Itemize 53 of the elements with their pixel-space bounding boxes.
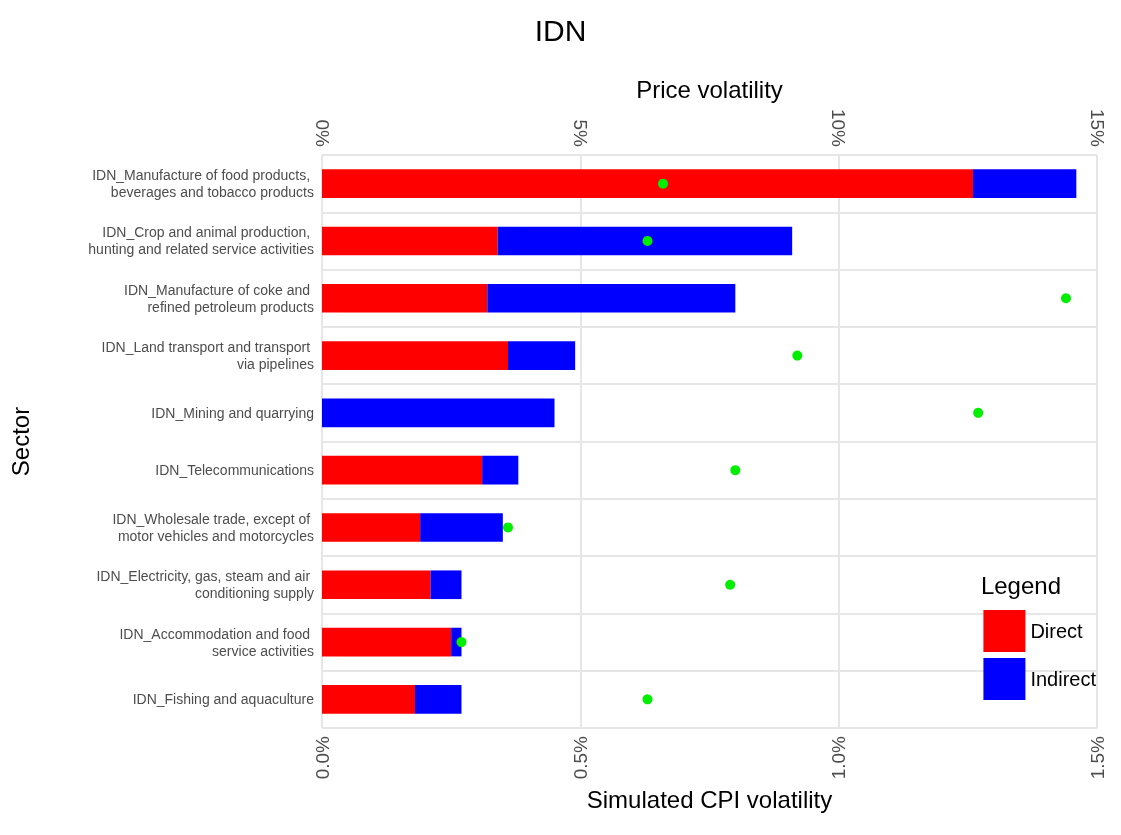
bar <box>973 169 1077 198</box>
point <box>456 637 467 648</box>
point <box>642 694 653 705</box>
bar <box>322 513 421 542</box>
x-axis-title: Simulated CPI volatility <box>586 785 833 813</box>
x-tick-label: 1.5% <box>1086 735 1108 780</box>
point <box>658 178 668 189</box>
x-tick-label: 0.0% <box>311 735 333 780</box>
point <box>973 407 984 418</box>
x2-tick-label: 10% <box>828 108 850 148</box>
x-tick-label: 0.5% <box>569 735 591 780</box>
point <box>1061 293 1071 304</box>
point <box>642 235 653 246</box>
bar <box>430 570 462 600</box>
bar <box>420 513 503 542</box>
point <box>503 522 513 533</box>
bar <box>322 341 508 370</box>
bar <box>487 283 736 313</box>
bar <box>497 226 793 256</box>
x-tick-label: 1.0% <box>828 735 850 780</box>
bar <box>322 627 452 657</box>
y-tick-label: IDN_Fishing and aquaculture <box>132 691 315 708</box>
bar <box>322 226 498 256</box>
y-tick-label: IDN_Mining and quarrying <box>151 404 314 421</box>
point <box>792 350 803 361</box>
y-tick-label: IDN_Crop and animal production, hunting and related service activities <box>88 224 314 258</box>
bar <box>322 455 483 485</box>
x2-tick-label: 5% <box>569 119 591 148</box>
x2-axis-title: Price volatility <box>636 75 783 103</box>
bar <box>482 455 519 485</box>
point <box>725 579 736 590</box>
y-tick-label: IDN_Land transport and transport via pipelines <box>101 339 314 373</box>
y-axis-title: Sector <box>6 406 34 477</box>
bar <box>322 570 431 600</box>
x2-tick-label: 0% <box>311 119 333 148</box>
y-tick-label: IDN_Electricity, gas, steam and air conditioning supply <box>96 568 314 602</box>
y-tick-label: IDN_Telecommunications <box>155 462 314 479</box>
y-tick-label: IDN_Manufacture of coke and refined petroleum products <box>124 281 314 315</box>
bar <box>415 685 462 714</box>
bar <box>508 341 576 370</box>
bar <box>322 283 488 313</box>
legend-title: Legend <box>980 571 1062 599</box>
bar <box>322 169 973 198</box>
bar <box>322 685 415 714</box>
chart-title: IDN <box>534 13 587 47</box>
legend-label: Direct <box>1030 620 1084 642</box>
y-tick-label: IDN_Wholesale trade, except of motor vehicles and motorcycles <box>112 510 314 544</box>
y-tick-label: IDN_Accommodation and food service activities <box>119 625 314 659</box>
x2-tick-label: 15% <box>1086 108 1108 148</box>
y-tick-label: IDN_Manufacture of food products, beverages and tobacco products <box>92 167 314 201</box>
point <box>730 465 741 476</box>
bar <box>322 398 555 428</box>
legend-label: Indirect <box>1030 668 1097 690</box>
